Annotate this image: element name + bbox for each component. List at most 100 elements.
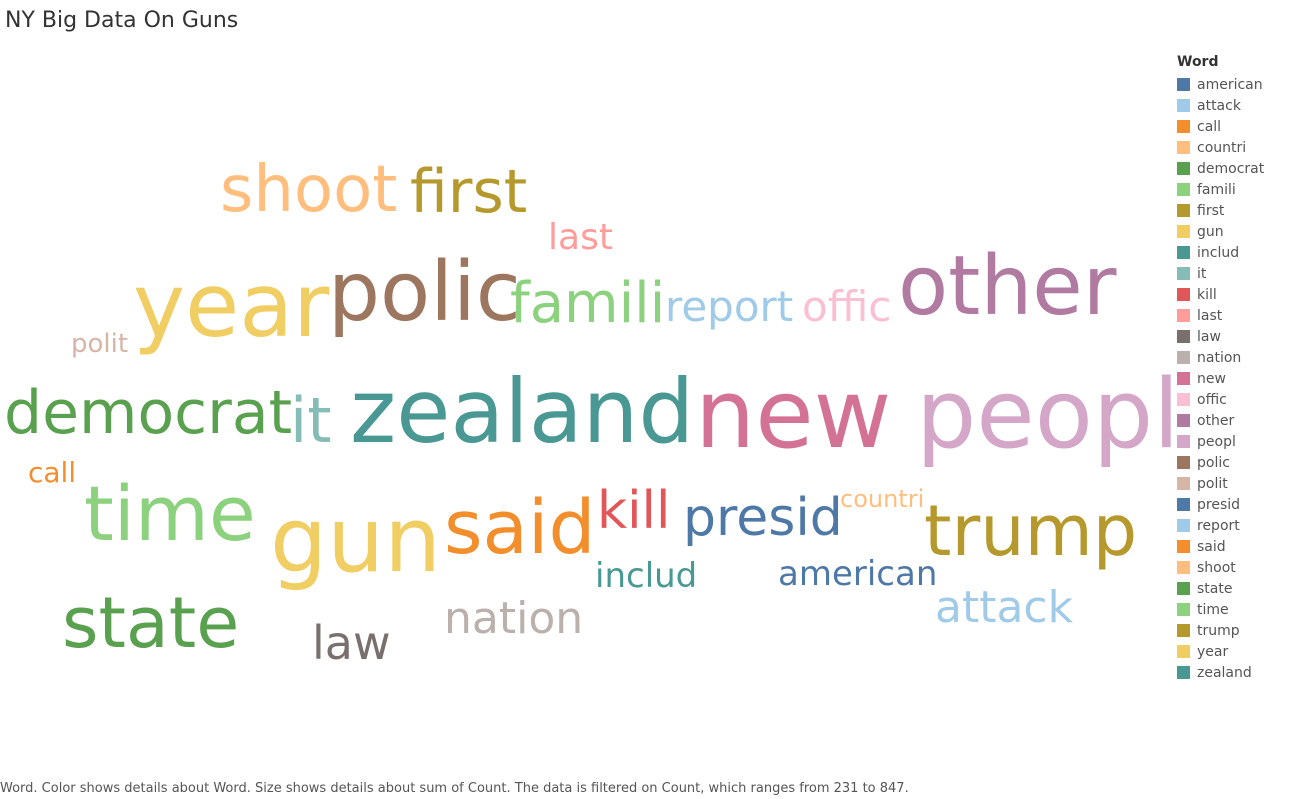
legend-item[interactable]: democrat bbox=[1177, 158, 1307, 179]
word-report: report bbox=[665, 282, 794, 331]
legend-swatch bbox=[1177, 561, 1190, 574]
legend-label: said bbox=[1197, 538, 1226, 555]
word-nation: nation bbox=[444, 593, 584, 644]
legend-label: first bbox=[1197, 202, 1225, 219]
legend-label: attack bbox=[1197, 97, 1241, 114]
legend-swatch bbox=[1177, 477, 1190, 490]
legend-label: peopl bbox=[1197, 433, 1236, 450]
legend-label: law bbox=[1197, 328, 1221, 345]
legend-item[interactable]: said bbox=[1177, 536, 1307, 557]
legend-item[interactable]: state bbox=[1177, 578, 1307, 599]
legend-item[interactable]: year bbox=[1177, 641, 1307, 662]
legend-item[interactable]: zealand bbox=[1177, 662, 1307, 683]
word-gun: gun bbox=[270, 488, 442, 593]
legend-swatch bbox=[1177, 414, 1190, 427]
legend-swatch bbox=[1177, 624, 1190, 637]
word-polit: polit bbox=[71, 329, 129, 359]
legend-title: Word bbox=[1177, 54, 1219, 70]
word-includ: includ bbox=[595, 556, 698, 596]
legend-item[interactable]: famili bbox=[1177, 179, 1307, 200]
legend-item[interactable]: includ bbox=[1177, 242, 1307, 263]
legend-label: presid bbox=[1197, 496, 1241, 513]
legend-item[interactable]: nation bbox=[1177, 347, 1307, 368]
word-said: said bbox=[444, 485, 596, 571]
word-attack: attack bbox=[935, 582, 1074, 633]
legend-swatch bbox=[1177, 183, 1190, 196]
legend-swatch bbox=[1177, 540, 1190, 553]
legend-item[interactable]: first bbox=[1177, 200, 1307, 221]
legend-label: shoot bbox=[1197, 559, 1236, 576]
legend-swatch bbox=[1177, 141, 1190, 154]
legend-item[interactable]: report bbox=[1177, 515, 1307, 536]
legend-item[interactable]: last bbox=[1177, 305, 1307, 326]
legend-item[interactable]: countri bbox=[1177, 137, 1307, 158]
chart-caption: Word. Color shows details about Word. Si… bbox=[0, 781, 909, 796]
legend-label: democrat bbox=[1197, 160, 1265, 177]
legend-item[interactable]: gun bbox=[1177, 221, 1307, 242]
word-other: other bbox=[898, 239, 1117, 334]
legend-item[interactable]: call bbox=[1177, 116, 1307, 137]
word-offic: offic bbox=[802, 282, 892, 331]
legend-swatch bbox=[1177, 666, 1190, 679]
legend-item[interactable]: polit bbox=[1177, 473, 1307, 494]
legend-item[interactable]: attack bbox=[1177, 95, 1307, 116]
legend-label: gun bbox=[1197, 223, 1224, 240]
word-state: state bbox=[62, 582, 240, 664]
legend-label: last bbox=[1197, 307, 1223, 324]
legend-item[interactable]: new bbox=[1177, 368, 1307, 389]
legend-swatch bbox=[1177, 99, 1190, 112]
legend-swatch bbox=[1177, 246, 1190, 259]
legend-swatch bbox=[1177, 519, 1190, 532]
word-zealand: zealand bbox=[350, 360, 695, 463]
legend-swatch bbox=[1177, 78, 1190, 91]
word-last: last bbox=[548, 217, 613, 258]
word-time: time bbox=[84, 469, 256, 558]
legend-swatch bbox=[1177, 267, 1190, 280]
legend-item[interactable]: presid bbox=[1177, 494, 1307, 515]
legend-item[interactable]: shoot bbox=[1177, 557, 1307, 578]
legend-swatch bbox=[1177, 288, 1190, 301]
word-law: law bbox=[312, 616, 391, 670]
legend-item[interactable]: it bbox=[1177, 263, 1307, 284]
legend-swatch bbox=[1177, 162, 1190, 175]
word-kill: kill bbox=[597, 481, 671, 541]
legend-item[interactable]: law bbox=[1177, 326, 1307, 347]
legend-item[interactable]: peopl bbox=[1177, 431, 1307, 452]
word-trump: trump bbox=[924, 490, 1138, 572]
legend-label: new bbox=[1197, 370, 1226, 387]
word-new: new bbox=[695, 360, 892, 470]
word-year: year bbox=[133, 254, 330, 357]
word-american: american bbox=[778, 554, 938, 594]
legend-label: call bbox=[1197, 118, 1222, 135]
word-countri: countri bbox=[840, 485, 925, 513]
word-call: call bbox=[28, 456, 77, 489]
word-presid: presid bbox=[683, 488, 843, 548]
legend-item[interactable]: polic bbox=[1177, 452, 1307, 473]
legend-swatch bbox=[1177, 582, 1190, 595]
word-first: first bbox=[410, 157, 528, 227]
legend-label: american bbox=[1197, 76, 1263, 93]
legend-label: polit bbox=[1197, 475, 1228, 492]
legend-swatch bbox=[1177, 351, 1190, 364]
legend-label: it bbox=[1197, 265, 1207, 282]
legend-label: famili bbox=[1197, 181, 1236, 198]
legend-item[interactable]: trump bbox=[1177, 620, 1307, 641]
word-polic: polic bbox=[328, 245, 521, 340]
legend-item[interactable]: kill bbox=[1177, 284, 1307, 305]
legend-swatch bbox=[1177, 603, 1190, 616]
legend-item[interactable]: time bbox=[1177, 599, 1307, 620]
legend-swatch bbox=[1177, 330, 1190, 343]
legend-label: trump bbox=[1197, 622, 1240, 639]
legend-item[interactable]: offic bbox=[1177, 389, 1307, 410]
legend-swatch bbox=[1177, 309, 1190, 322]
word-famili: famili bbox=[510, 271, 666, 336]
legend-label: nation bbox=[1197, 349, 1242, 366]
legend-item[interactable]: american bbox=[1177, 74, 1307, 95]
legend-swatch bbox=[1177, 204, 1190, 217]
legend-label: includ bbox=[1197, 244, 1240, 261]
word-it: it bbox=[290, 384, 332, 457]
legend-swatch bbox=[1177, 372, 1190, 385]
legend-items: american attack call countri democrat famili f… bbox=[1177, 74, 1307, 683]
legend-item[interactable]: other bbox=[1177, 410, 1307, 431]
chart-title: NY Big Data On Guns bbox=[5, 8, 239, 33]
